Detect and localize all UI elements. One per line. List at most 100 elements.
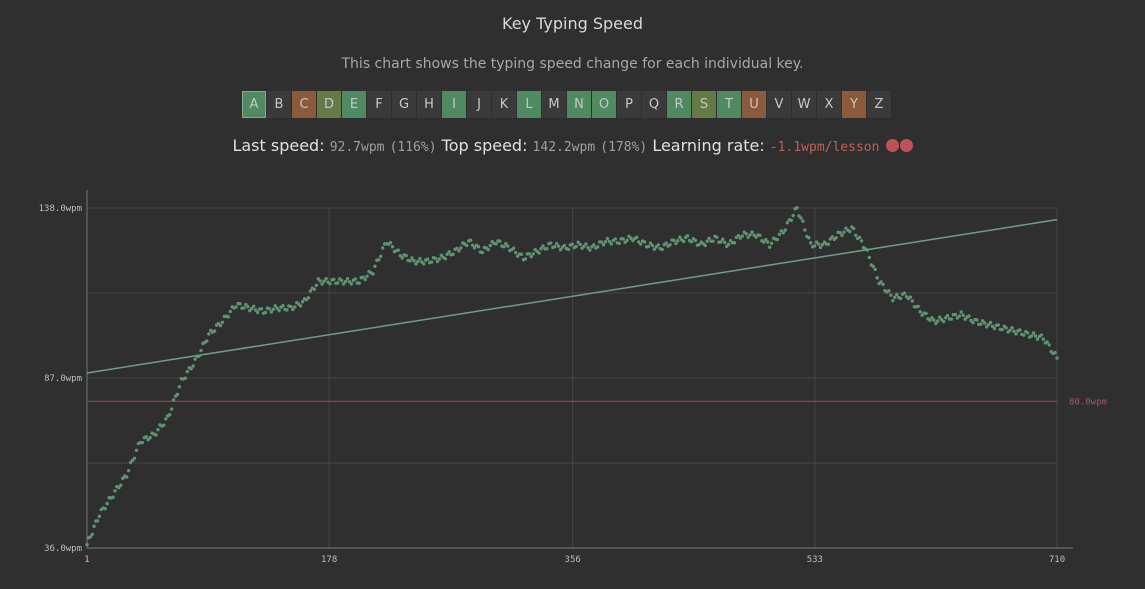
data-point xyxy=(834,236,838,240)
data-point xyxy=(908,295,913,299)
key-button-s[interactable]: S xyxy=(692,91,717,118)
data-point xyxy=(936,319,940,323)
x-tick-label: 533 xyxy=(807,555,823,565)
data-point xyxy=(769,241,774,245)
data-point xyxy=(353,277,358,281)
key-button-a[interactable]: A xyxy=(242,91,267,118)
data-point xyxy=(263,310,268,315)
data-point xyxy=(275,306,279,310)
key-button-k[interactable]: K xyxy=(492,91,517,118)
key-button-r[interactable]: R xyxy=(667,91,692,118)
data-point xyxy=(859,239,864,243)
data-point xyxy=(371,272,375,276)
data-point xyxy=(199,348,203,353)
key-button-p[interactable]: P xyxy=(617,91,642,118)
data-point xyxy=(377,258,381,262)
chart-subtitle: This chart shows the typing speed change… xyxy=(341,56,804,72)
data-point xyxy=(582,244,586,248)
data-point xyxy=(252,304,256,309)
data-point xyxy=(781,231,786,235)
data-point xyxy=(293,305,297,309)
data-point xyxy=(934,321,938,326)
key-button-w[interactable]: W xyxy=(792,91,817,118)
data-point xyxy=(267,307,272,311)
key-button-o[interactable]: O xyxy=(592,91,617,118)
key-button-j[interactable]: J xyxy=(467,91,492,118)
y-tick-label: 138.0wpm xyxy=(39,204,82,214)
key-button-i[interactable]: I xyxy=(442,91,467,118)
data-point xyxy=(721,237,725,241)
data-point xyxy=(873,267,877,272)
x-tick-label: 1 xyxy=(84,555,89,565)
data-point xyxy=(498,239,502,243)
key-button-y[interactable]: Y xyxy=(842,91,867,118)
key-button-c[interactable]: C xyxy=(292,91,317,118)
key-button-v[interactable]: V xyxy=(767,91,792,118)
top-speed-percent: (178%) xyxy=(600,140,648,155)
data-point xyxy=(648,241,653,245)
data-point xyxy=(1053,350,1057,355)
data-point xyxy=(255,310,260,315)
data-point xyxy=(941,319,946,324)
data-point xyxy=(553,244,557,249)
key-button-h[interactable]: H xyxy=(417,91,442,118)
data-point xyxy=(175,392,180,397)
key-button-d[interactable]: D xyxy=(317,91,342,118)
key-button-m[interactable]: M xyxy=(542,91,567,118)
data-point xyxy=(1012,329,1016,333)
data-point xyxy=(349,282,354,286)
key-button-b[interactable]: B xyxy=(267,91,292,118)
key-button-e[interactable]: E xyxy=(342,91,367,118)
last-speed-label: Last speed: xyxy=(232,136,325,155)
data-point xyxy=(1025,331,1030,335)
data-point xyxy=(451,252,455,256)
data-point xyxy=(957,314,961,318)
data-point xyxy=(228,309,232,314)
data-point xyxy=(945,313,950,318)
data-point xyxy=(412,258,416,263)
data-point xyxy=(468,238,473,242)
data-point xyxy=(1029,334,1034,338)
data-point xyxy=(511,246,516,250)
data-point xyxy=(617,241,621,246)
data-point xyxy=(826,242,831,246)
key-button-q[interactable]: Q xyxy=(642,91,667,118)
data-point xyxy=(480,250,485,255)
key-button-x[interactable]: X xyxy=(817,91,842,118)
data-point xyxy=(916,304,920,308)
data-point xyxy=(689,240,694,244)
key-button-g[interactable]: G xyxy=(392,91,417,118)
top-speed-label: Top speed: xyxy=(441,136,528,155)
data-point xyxy=(803,228,807,232)
data-point xyxy=(273,304,277,308)
data-point xyxy=(672,238,676,243)
data-point xyxy=(566,247,571,252)
key-button-z[interactable]: Z xyxy=(867,91,892,118)
data-point xyxy=(838,230,842,235)
data-point xyxy=(767,245,772,249)
key-button-f[interactable]: F xyxy=(367,91,392,118)
data-point xyxy=(715,235,719,239)
data-point xyxy=(791,213,795,218)
data-point xyxy=(519,252,524,256)
sad-face-icon xyxy=(899,139,913,152)
data-point xyxy=(697,242,702,247)
data-point xyxy=(361,275,365,279)
key-button-t[interactable]: T xyxy=(717,91,742,118)
data-point xyxy=(703,243,707,248)
data-point xyxy=(148,436,152,440)
key-button-u[interactable]: U xyxy=(742,91,767,118)
last-speed-percent: (116%) xyxy=(389,140,437,155)
data-point xyxy=(740,234,745,238)
data-point xyxy=(596,245,600,249)
key-button-n[interactable]: N xyxy=(567,91,592,118)
data-point xyxy=(853,233,858,238)
data-point xyxy=(513,250,518,255)
key-button-l[interactable]: L xyxy=(517,91,542,118)
data-point xyxy=(848,229,852,234)
data-point xyxy=(97,514,102,519)
data-point xyxy=(410,256,414,260)
data-point xyxy=(777,232,782,237)
data-point xyxy=(871,264,875,269)
data-point xyxy=(990,324,995,329)
